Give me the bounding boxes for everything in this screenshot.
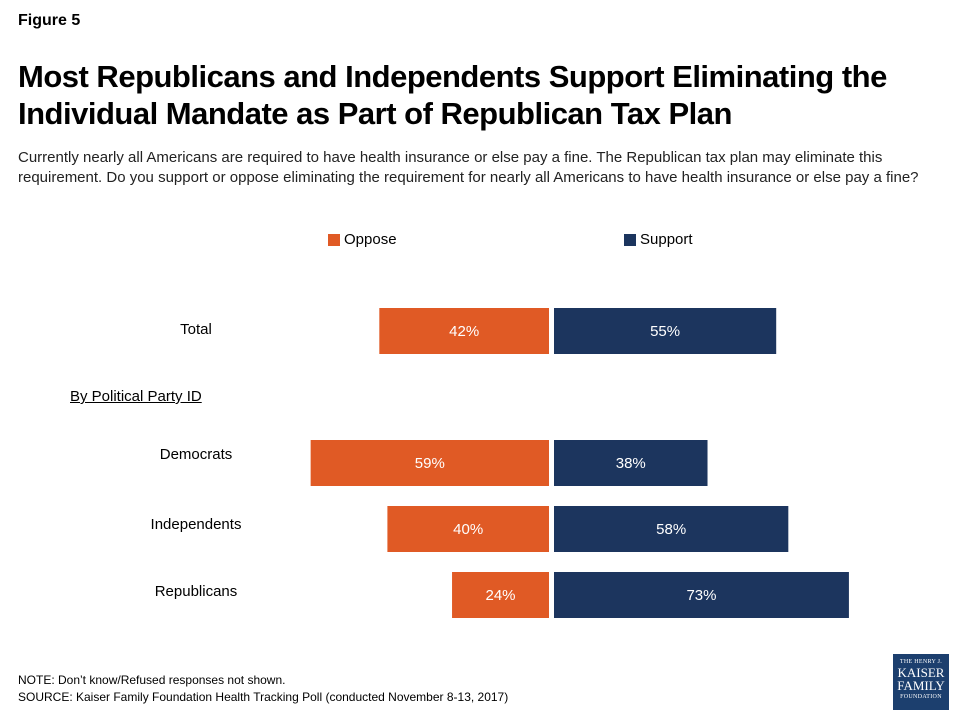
category-label-republicans: Republicans — [154, 583, 238, 600]
legend-swatch-oppose — [328, 233, 340, 246]
bar-oppose-democrats — [310, 440, 549, 486]
category-label-total: Total — [180, 321, 212, 338]
legend-swatch-support — [624, 233, 636, 246]
chart-title: Most Republicans and Independents Suppor… — [18, 59, 887, 131]
note-text: NOTE: Don’t know/Refused responses not s… — [18, 673, 286, 687]
bar-label-oppose-independents: 40% — [453, 521, 483, 538]
legend-label-oppose: Oppose — [344, 231, 397, 248]
logo-line-2: KAISER — [897, 665, 945, 680]
bar-label-support-total: 55% — [650, 323, 680, 340]
category-label-independents: Independents — [150, 516, 242, 533]
bar-oppose-republicans — [452, 572, 549, 618]
footnote: NOTE: Don’t know/Refused responses not s… — [18, 672, 508, 706]
logo-line-1: THE HENRY J. — [899, 659, 943, 665]
legend-label-support: Support — [640, 231, 693, 248]
bar-oppose-independents — [387, 506, 549, 552]
chart-subtitle: Currently nearly all Americans are requi… — [18, 149, 919, 186]
kff-logo: THE HENRY J. KAISER FAMILY FOUNDATION — [893, 654, 949, 710]
bar-support-republicans — [554, 572, 849, 618]
bar-support-total — [554, 308, 777, 354]
bar-label-oppose-republicans: 24% — [486, 587, 516, 604]
figure-label: Figure 5 — [18, 12, 81, 29]
legend-item-oppose: Oppose — [328, 231, 397, 248]
bar-label-support-independents: 58% — [656, 521, 686, 538]
bar-oppose-total — [379, 308, 549, 354]
source-text: SOURCE: Kaiser Family Foundation Health … — [18, 690, 509, 704]
bar-support-independents — [554, 506, 789, 552]
legend-item-support: Support — [624, 231, 693, 248]
bar-label-oppose-democrats: 59% — [415, 455, 445, 472]
category-label-democrats: Democrats — [159, 446, 233, 463]
bar-label-support-republicans: 73% — [686, 587, 716, 604]
logo-line-3: FAMILY — [897, 678, 945, 693]
bar-support-democrats — [554, 440, 708, 486]
bar-label-support-democrats: 38% — [616, 455, 646, 472]
section-label-party: By Political Party ID — [70, 388, 202, 405]
logo-line-4: FOUNDATION — [900, 694, 942, 700]
bar-label-oppose-total: 42% — [449, 323, 479, 340]
